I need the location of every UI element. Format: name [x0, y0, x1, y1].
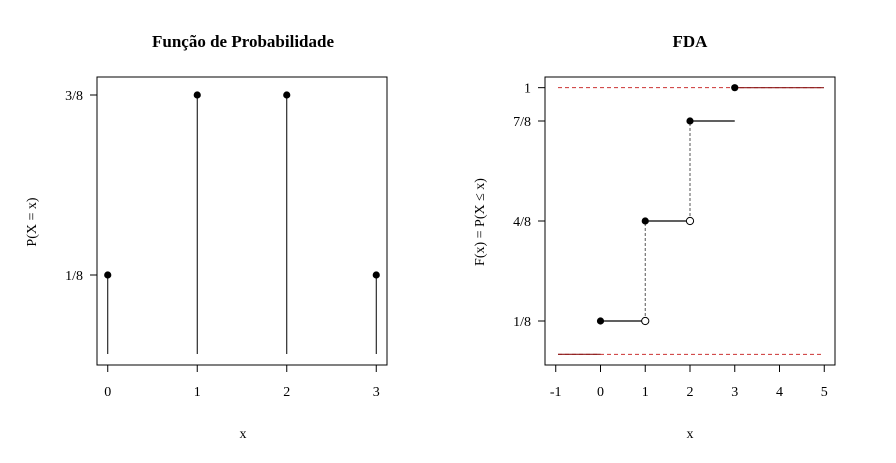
pmf-x-tick-label: 1: [194, 385, 201, 400]
pmf-x-tick-label: 0: [104, 385, 111, 400]
cdf-x-tick-label: 1: [642, 385, 649, 400]
pmf-x-axis-label: x: [240, 427, 247, 442]
cdf-y-tick-label: 4/8: [513, 215, 531, 230]
cdf-x-tick-label: 2: [687, 385, 694, 400]
pmf-y-tick-label: 3/8: [65, 89, 83, 104]
pmf-title: Função de Probabilidade: [152, 32, 334, 51]
cdf-y-axis: 1/8 4/8 7/8 1: [513, 82, 546, 330]
pmf-y-tick-label: 1/8: [65, 269, 83, 284]
cdf-x-tick-label: -1: [550, 385, 562, 400]
cdf-x-axis-label: x: [687, 427, 694, 442]
pmf-point: [372, 271, 380, 279]
cdf-y-tick-label: 1: [524, 82, 531, 97]
pmf-y-axis-label: P(X = x): [25, 197, 40, 246]
pmf-x-axis: 0 1 2 3: [104, 364, 380, 400]
cdf-panel: FDA -1 0 1 2 3 4 5 1/8 4/8 7/8 1 x F(x) = P(X ≤ x…: [473, 32, 836, 442]
cdf-open-point: [685, 216, 695, 226]
cdf-y-tick-label: 7/8: [513, 115, 531, 130]
cdf-closed-point: [731, 84, 739, 92]
cdf-marks: [558, 84, 824, 355]
cdf-x-tick-label: 4: [776, 385, 783, 400]
pmf-panel: Função de Probabilidade 0 1 2 3 1/8 3/8 x P(…: [25, 32, 388, 442]
cdf-x-axis: -1 0 1 2 3 4 5: [550, 364, 828, 400]
cdf-closed-point: [641, 217, 649, 225]
cdf-x-tick-label: 0: [597, 385, 604, 400]
cdf-x-tick-label: 3: [731, 385, 738, 400]
pmf-plot-frame: [96, 76, 388, 366]
pmf-point: [193, 91, 201, 99]
pmf-y-axis: 1/8 3/8: [65, 89, 98, 284]
pmf-x-tick-label: 2: [283, 385, 290, 400]
pmf-point: [283, 91, 291, 99]
cdf-closed-point: [596, 317, 605, 325]
cdf-x-tick-label: 5: [821, 385, 828, 400]
cdf-y-tick-label: 1/8: [513, 315, 531, 330]
cdf-closed-point: [686, 117, 694, 125]
cdf-open-point: [641, 316, 650, 326]
pmf-marks: [104, 91, 380, 354]
cdf-y-axis-label: F(x) = P(X ≤ x): [473, 178, 488, 266]
pmf-x-tick-label: 3: [373, 385, 380, 400]
cdf-title: FDA: [673, 32, 709, 51]
pmf-point: [104, 271, 112, 279]
